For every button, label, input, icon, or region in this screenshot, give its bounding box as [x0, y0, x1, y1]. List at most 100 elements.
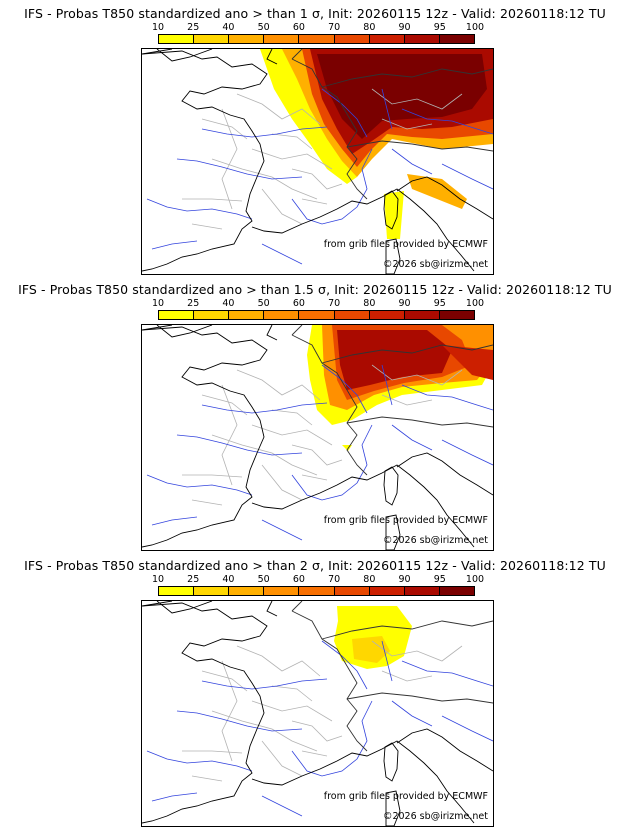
colorbar — [158, 34, 475, 44]
copyright-credit: ©2026 sb@irizme.net — [382, 535, 488, 546]
copyright-credit: ©2026 sb@irizme.net — [382, 811, 488, 822]
river — [176, 710, 303, 732]
probability-area — [352, 636, 390, 663]
river — [391, 424, 493, 466]
probability-area — [384, 191, 404, 239]
country-border — [291, 610, 368, 752]
probability-map: from grib files provided by ECMWF ©2026 … — [141, 48, 494, 275]
region-boundary — [201, 384, 333, 486]
colorbar-tick-label: 60 — [292, 298, 305, 309]
river — [201, 126, 328, 138]
country-border — [291, 325, 303, 336]
river — [391, 700, 493, 742]
colorbar-segment — [334, 587, 370, 595]
map-panel-1: IFS - Probas T850 standardized ano > tha… — [0, 0, 630, 276]
panel-title: IFS - Probas T850 standardized ano > tha… — [18, 282, 612, 297]
region-boundary — [236, 645, 321, 702]
region-boundary — [182, 474, 243, 506]
colorbar-segment — [264, 35, 300, 43]
colorbar-tick-label: 100 — [465, 298, 485, 309]
colorbar-segment — [194, 587, 230, 595]
river — [291, 148, 373, 225]
colorbar-tick-label: 100 — [465, 574, 485, 585]
panel-title: IFS - Probas T850 standardized ano > tha… — [24, 6, 606, 21]
coastline-sardinia — [385, 238, 401, 274]
colorbar-tick-label: 25 — [187, 574, 200, 585]
coastline — [142, 49, 493, 272]
colorbar-segment — [369, 311, 405, 319]
coastline — [142, 325, 493, 548]
coastline-uk — [142, 325, 213, 338]
panel-title: IFS - Probas T850 standardized ano > tha… — [24, 558, 606, 573]
country-border — [321, 620, 493, 640]
source-credit: from grib files provided by ECMWF — [323, 515, 488, 526]
probability-area — [260, 49, 357, 184]
country-border — [291, 601, 303, 612]
river — [146, 198, 253, 220]
river — [176, 158, 303, 180]
colorbar-segment — [439, 587, 474, 595]
colorbar-tick-label: 95 — [433, 574, 446, 585]
colorbar-segment — [299, 311, 335, 319]
country-border — [291, 334, 368, 476]
river — [151, 792, 303, 817]
region-boundary — [182, 750, 243, 782]
river — [146, 474, 253, 496]
coastline-uk — [142, 49, 213, 62]
colorbar-segment — [194, 35, 230, 43]
region-boundary — [291, 444, 343, 481]
river — [146, 750, 253, 772]
colorbar-segment — [229, 587, 265, 595]
river — [201, 678, 328, 690]
colorbar-tick-label: 90 — [398, 22, 411, 33]
colorbar-tick-label: 40 — [222, 298, 235, 309]
colorbar-tick-label: 70 — [328, 298, 341, 309]
river — [176, 434, 303, 456]
coastline-corsica — [383, 190, 399, 230]
map-panel-2: IFS - Probas T850 standardized ano > tha… — [0, 276, 630, 552]
river — [151, 240, 303, 265]
country-border — [346, 140, 493, 152]
source-credit: from grib files provided by ECMWF — [323, 791, 488, 802]
river — [291, 700, 373, 777]
colorbar-segment — [229, 311, 265, 319]
probability-map: from grib files provided by ECMWF ©2026 … — [141, 600, 494, 827]
colorbar-tick-label: 70 — [328, 22, 341, 33]
probability-area — [317, 54, 487, 139]
colorbar-tick-label: 90 — [398, 574, 411, 585]
colorbar — [158, 586, 475, 596]
colorbar-segment — [404, 587, 440, 595]
colorbar-segment — [299, 35, 335, 43]
country-border — [346, 692, 493, 704]
colorbar-tick-label: 40 — [222, 22, 235, 33]
colorbar-tick-label: 50 — [257, 298, 270, 309]
colorbar-tick-label: 50 — [257, 22, 270, 33]
colorbar-segment — [299, 587, 335, 595]
coastline-sardinia — [385, 790, 401, 826]
colorbar-segment — [159, 587, 195, 595]
copyright-credit: ©2026 sb@irizme.net — [382, 259, 488, 270]
colorbar-tick-label: 25 — [187, 22, 200, 33]
colorbar-segment — [334, 35, 370, 43]
colorbar-tick-label: 25 — [187, 298, 200, 309]
map-canvas — [142, 49, 493, 274]
colorbar-tick-label: 80 — [363, 22, 376, 33]
river — [401, 384, 493, 411]
country-border — [291, 58, 368, 200]
map-panel-3: IFS - Probas T850 standardized ano > tha… — [0, 552, 630, 828]
colorbar-segment — [264, 311, 300, 319]
region-boundary — [211, 434, 318, 501]
colorbar-segment — [369, 587, 405, 595]
region-boundary — [211, 710, 318, 777]
river — [391, 148, 493, 190]
colorbar-tick-label: 80 — [363, 298, 376, 309]
region-boundary — [211, 158, 318, 225]
colorbar-tick-label: 10 — [151, 22, 165, 33]
river — [291, 424, 373, 501]
colorbar-segment — [264, 587, 300, 595]
colorbar-tick-label: 60 — [292, 22, 305, 33]
river — [321, 88, 393, 138]
map-canvas — [142, 601, 493, 826]
colorbar-tick-label: 40 — [222, 574, 235, 585]
colorbar-segment — [159, 311, 195, 319]
